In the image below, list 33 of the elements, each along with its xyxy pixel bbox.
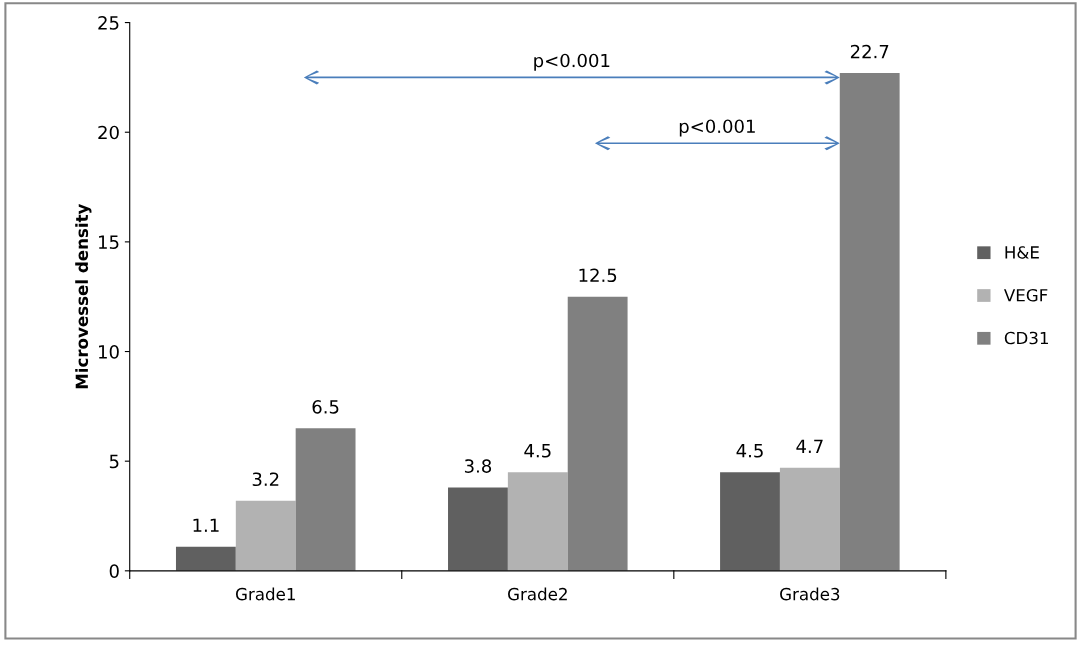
bar [175,546,236,571]
y-tick-label: 10 [99,344,119,359]
data-label: 6.5 [312,400,339,414]
data-label: 12.5 [579,268,617,283]
y-tick-label: 0 [109,564,119,578]
x-tick-label: Grade2 [508,587,567,601]
data-label: 3.2 [252,472,279,487]
bar [448,487,508,571]
bar [507,472,568,571]
bar [567,296,628,571]
y-tick-label: 15 [99,235,119,249]
data-label: 4.7 [796,439,823,453]
y-axis-title: Microvessel density [75,203,92,389]
y-tick-label: 5 [109,454,119,469]
bar [295,428,356,571]
bar [235,500,296,571]
x-tick-label: Grade1 [235,587,295,601]
data-label: 1.1 [193,518,219,532]
bar [779,467,840,571]
bar [839,73,900,571]
legend-label: H&E [1005,246,1039,259]
y-tick-label: 25 [98,16,119,30]
bar [720,472,780,571]
y-tick-label: 20 [98,125,119,140]
data-label: 22.7 [850,44,889,59]
data-label: 4.5 [524,444,551,458]
legend-label: CD31 [1004,331,1048,345]
x-tick-label: Grade3 [780,587,840,601]
annotation: p<0.001 [534,53,610,71]
data-label: 4.5 [736,444,763,458]
legend-label: VEGF [1003,288,1048,302]
annotation: p<0.001 [679,119,755,137]
data-label: 3.8 [464,459,492,473]
